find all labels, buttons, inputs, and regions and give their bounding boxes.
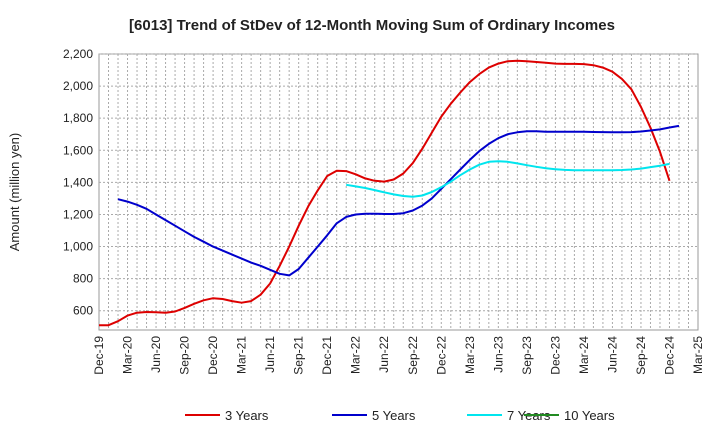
x-tick-label: Sep-21 [292, 336, 306, 375]
y-axis-title: Amount (million yen) [7, 133, 22, 252]
x-tick-label: Jun-22 [377, 336, 391, 373]
x-tick-label: Dec-24 [662, 336, 676, 375]
y-tick-label: 1,200 [63, 207, 93, 221]
grid-lines [99, 53, 698, 330]
series-lines [99, 59, 680, 327]
x-tick-label: Mar-22 [349, 336, 363, 374]
x-tick-label: Sep-24 [634, 336, 648, 375]
series-line-7-years [346, 160, 670, 198]
y-tick-label: 2,200 [63, 47, 93, 61]
chart-title: [6013] Trend of StDev of 12-Month Moving… [129, 17, 615, 34]
x-tick-label: Mar-25 [691, 336, 705, 374]
x-tick-label: Dec-19 [92, 336, 106, 375]
y-tick-label: 600 [73, 304, 93, 318]
x-tick-label: Mar-23 [463, 336, 477, 374]
legend-label: 10 Years [564, 408, 615, 423]
x-tick-label: Dec-23 [548, 336, 562, 375]
x-tick-label: Jun-20 [149, 336, 163, 373]
y-axis: 600 800 1,000 1,200 1,400 1,600 1,800 2,000 2,20… [63, 47, 93, 318]
x-tick-label: Jun-23 [491, 336, 505, 373]
x-tick-label: Mar-24 [577, 336, 591, 374]
x-tick-label: Dec-22 [434, 336, 448, 375]
y-tick-label: 1,800 [63, 111, 93, 125]
y-tick-label: 1,400 [63, 175, 93, 189]
x-tick-label: Mar-21 [235, 336, 249, 374]
x-tick-label: Jun-21 [263, 336, 277, 373]
x-tick-label: Sep-23 [520, 336, 534, 375]
legend-label: 3 Years [225, 408, 269, 423]
x-tick-label: Sep-20 [178, 336, 192, 375]
x-tick-label: Sep-22 [406, 336, 420, 375]
x-tick-label: Dec-20 [206, 336, 220, 375]
plot-area [98, 53, 699, 331]
y-tick-label: 1,600 [63, 143, 93, 157]
x-tick-label: Dec-21 [320, 336, 334, 375]
y-tick-label: 1,000 [63, 240, 93, 254]
legend-label: 5 Years [372, 408, 416, 423]
series-line-5-years [117, 124, 680, 277]
series-line-3-years [99, 59, 671, 327]
legend: 3 Years 5 Years 7 Years 10 Years [185, 408, 615, 423]
y-tick-label: 2,000 [63, 79, 93, 93]
y-tick-label: 800 [73, 272, 93, 286]
x-axis: Dec-19 Mar-20 Jun-20 Sep-20 Dec-20 Mar-21 Jun-… [92, 336, 705, 375]
x-tick-label: Mar-20 [121, 336, 135, 374]
x-tick-label: Jun-24 [605, 336, 619, 373]
